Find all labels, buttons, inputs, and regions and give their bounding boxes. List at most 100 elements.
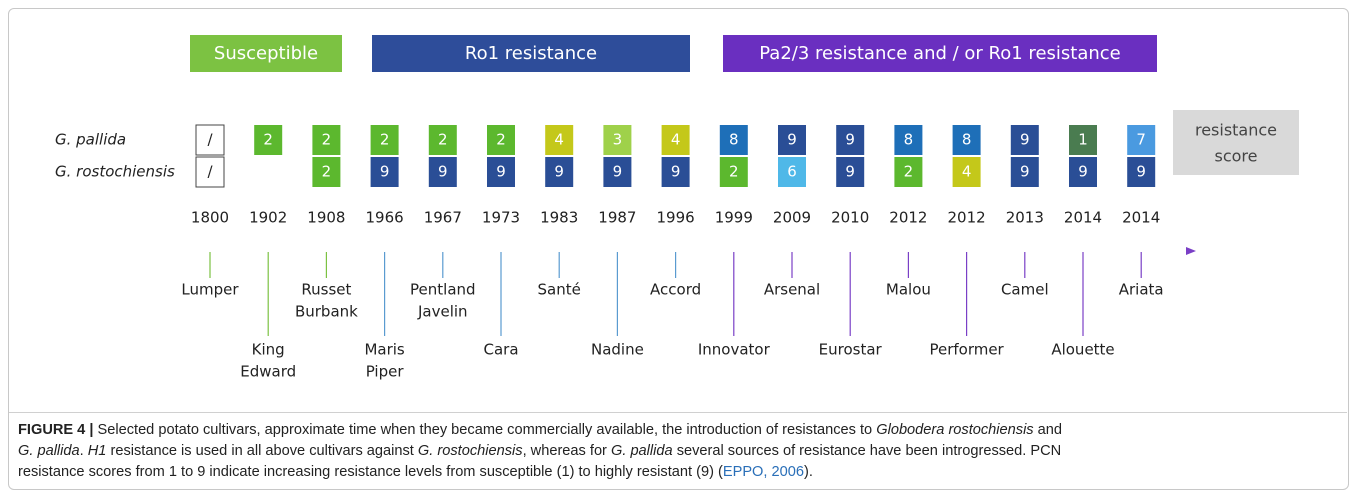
cultivar-name: Alouette: [1051, 341, 1114, 359]
diagram: Susceptible Ro1 resistance Pa2/3 resistanc…: [55, 35, 1299, 381]
score: 2: [380, 131, 390, 149]
caption-text: several sources of resistance have been …: [672, 443, 1062, 459]
score-box: [894, 125, 923, 155]
cultivar-name: Cara: [483, 341, 518, 359]
cultivar-name: Malou: [886, 281, 931, 299]
row-label: G. rostochiensis: [55, 163, 175, 181]
timeline-arrow: [1186, 247, 1196, 255]
score-box: [545, 125, 574, 155]
score: 6: [787, 163, 797, 181]
citation-link[interactable]: EPPO, 2006: [722, 464, 804, 480]
year: 1902: [249, 209, 287, 227]
score-box: [719, 157, 748, 187]
year: 2013: [1006, 209, 1044, 227]
score-box: [1010, 125, 1039, 155]
score: /: [207, 163, 213, 181]
year: 1908: [307, 209, 345, 227]
year: 2012: [889, 209, 927, 227]
score-box: [254, 125, 283, 155]
cultivar-name: Nadine: [591, 341, 644, 359]
caption-text: resistance scores from 1 to 9 indicate i…: [18, 464, 723, 480]
group-header: Susceptible: [214, 43, 318, 64]
score-box: [370, 157, 399, 187]
cultivar-name: Performer: [929, 341, 1004, 359]
score: 9: [380, 163, 390, 181]
score-box: [195, 124, 225, 156]
score-box: [195, 156, 225, 188]
legend-text: score: [1215, 147, 1258, 166]
score-box: [1127, 125, 1156, 155]
row-label: G. pallida: [55, 131, 126, 149]
score-box: [1069, 157, 1097, 187]
caption-text: , whereas for: [522, 443, 611, 459]
score-box: [778, 125, 806, 155]
cultivar-name: Ariata: [1119, 281, 1164, 299]
score: 2: [729, 163, 739, 181]
score: 9: [613, 163, 623, 181]
group-header-box: [372, 35, 690, 72]
score: 8: [904, 131, 914, 149]
score-box: [894, 157, 923, 187]
score: 9: [671, 163, 681, 181]
score: 9: [845, 163, 855, 181]
group-header: Ro1 resistance: [465, 43, 597, 64]
caption-text: and: [1033, 422, 1063, 438]
caption-line: resistance scores from 1 to 9 indicate i…: [18, 462, 1348, 483]
score-box: [836, 125, 865, 155]
caption: FIGURE 4 | Selected potato cultivars, ap…: [18, 420, 1348, 483]
caption-separator: [9, 412, 1347, 413]
cultivar-name: Camel: [1001, 281, 1049, 299]
score-box: [952, 125, 981, 155]
score-box: [778, 157, 806, 187]
score-box: [719, 125, 748, 155]
score: 7: [1136, 131, 1146, 149]
score-box: [312, 125, 341, 155]
caption-text: Selected potato cultivars, approximate t…: [93, 422, 877, 438]
caption-text: H1: [87, 443, 107, 459]
caption-text: resistance is used in all above cultivar…: [106, 443, 418, 459]
score-box: [428, 157, 457, 187]
score: 4: [671, 131, 681, 149]
score: 2: [438, 131, 448, 149]
score-box: [661, 125, 690, 155]
score: 3: [613, 131, 623, 149]
year: 2014: [1064, 209, 1102, 227]
score: 2: [904, 163, 914, 181]
caption-text: G. pallida: [18, 443, 80, 459]
year: 2012: [948, 209, 986, 227]
score: 2: [496, 131, 506, 149]
score: 2: [263, 131, 273, 149]
cultivar-name: Santé: [538, 281, 581, 299]
score: 2: [322, 163, 332, 181]
year: 1800: [191, 209, 229, 227]
score-box: [1010, 157, 1039, 187]
score: 9: [1020, 131, 1030, 149]
year: 1996: [657, 209, 695, 227]
score: 4: [554, 131, 564, 149]
score-box: [661, 157, 690, 187]
score-box: [487, 157, 515, 187]
year: 1999: [715, 209, 753, 227]
legend-text: resistance: [1195, 121, 1277, 140]
group-header-box: [723, 35, 1157, 72]
caption-text: G. rostochiensis: [417, 443, 523, 459]
cultivar-name: Pentland: [410, 281, 476, 299]
score-box: [370, 125, 399, 155]
score: 9: [554, 163, 564, 181]
cultivar-name: Burbank: [295, 303, 358, 321]
score: 9: [845, 131, 855, 149]
cultivar-name: Russet: [301, 281, 351, 299]
year: 2014: [1122, 209, 1160, 227]
score-box: [312, 157, 341, 187]
score: 9: [496, 163, 506, 181]
group-header-box: [190, 35, 342, 72]
cultivar-name: Javelin: [417, 303, 468, 321]
score: 9: [1078, 163, 1088, 181]
score: 9: [438, 163, 448, 181]
caption-text: FIGURE 4 |: [18, 422, 94, 438]
caption-text: ).: [804, 464, 813, 480]
score: 9: [787, 131, 797, 149]
score: 4: [962, 163, 972, 181]
caption-line: G. pallida. H1 resistance is used in all…: [18, 441, 1348, 462]
score: 8: [962, 131, 972, 149]
